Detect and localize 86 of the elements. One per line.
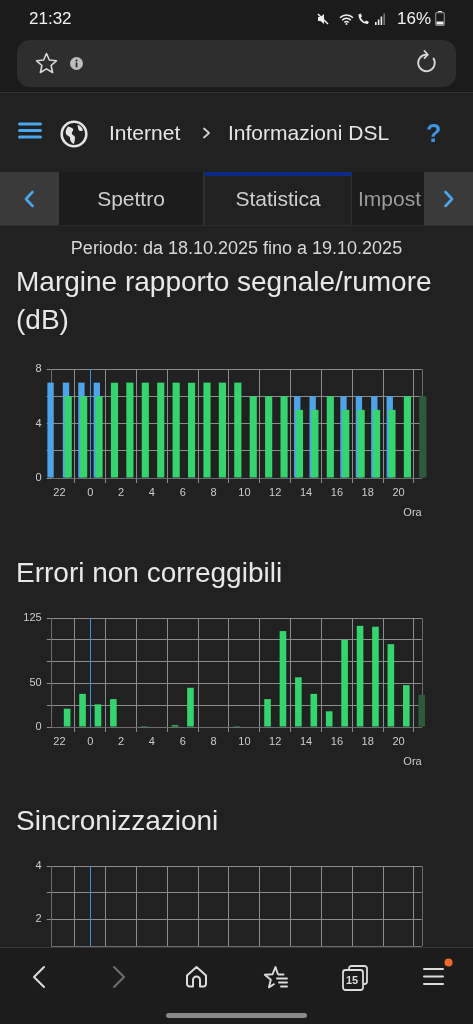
bar bbox=[372, 409, 381, 478]
bar bbox=[418, 694, 426, 727]
bar bbox=[172, 382, 180, 478]
bar bbox=[203, 382, 211, 478]
text: 21:32 bbox=[29, 9, 72, 29]
x-tick-label: 12 bbox=[269, 734, 282, 747]
bar bbox=[110, 382, 119, 478]
x-axis-title: Ora bbox=[403, 506, 423, 519]
bar bbox=[310, 693, 318, 727]
x-tick-label: 12 bbox=[269, 485, 282, 498]
bar bbox=[64, 396, 72, 478]
x-tick-label: 2 bbox=[118, 734, 125, 747]
x-tick-label: 10 bbox=[238, 485, 251, 498]
bar bbox=[326, 396, 334, 478]
bar bbox=[419, 396, 427, 478]
x-tick-label: 8 bbox=[210, 734, 217, 747]
x-tick-label: 18 bbox=[361, 485, 374, 498]
bar bbox=[218, 382, 226, 478]
bar bbox=[311, 409, 319, 478]
bar bbox=[47, 382, 54, 478]
bar bbox=[356, 625, 364, 727]
y-tick-label: 2 bbox=[35, 912, 42, 925]
bar bbox=[341, 639, 348, 727]
text: 15 bbox=[346, 974, 359, 986]
x-tick-label: 22 bbox=[53, 485, 66, 498]
bar bbox=[63, 708, 71, 727]
bar bbox=[403, 396, 411, 478]
bar bbox=[95, 396, 103, 478]
bar bbox=[79, 693, 86, 727]
y-tick-label: 50 bbox=[29, 676, 42, 689]
bar bbox=[249, 396, 257, 478]
x-tick-label: 6 bbox=[179, 485, 186, 498]
y-tick-label: 8 bbox=[35, 362, 42, 375]
bar bbox=[234, 382, 242, 478]
x-tick-label: 14 bbox=[299, 485, 313, 498]
text: Periodo: da 18.10.2025 fino a 19.10.2025 bbox=[70, 237, 403, 259]
bar bbox=[264, 699, 271, 727]
x-tick-label: 4 bbox=[148, 734, 155, 747]
bar bbox=[357, 409, 365, 478]
selected-tab: Statistica bbox=[204, 172, 352, 225]
x-tick-label: 20 bbox=[392, 485, 405, 498]
bar bbox=[141, 382, 149, 478]
y-tick-label: 125 bbox=[23, 611, 42, 624]
bar bbox=[325, 711, 333, 727]
bar bbox=[402, 685, 410, 727]
x-tick-label: 6 bbox=[179, 734, 186, 747]
bar bbox=[110, 699, 117, 727]
bar bbox=[280, 396, 288, 478]
bar bbox=[265, 396, 273, 478]
x-axis-title: Ora bbox=[403, 755, 423, 768]
chart-title: Errori non correggibili bbox=[16, 556, 283, 590]
text: Internet bbox=[109, 120, 181, 145]
bar bbox=[187, 382, 196, 478]
bar bbox=[295, 677, 302, 727]
x-tick-label: 0 bbox=[87, 734, 94, 747]
bar bbox=[80, 396, 88, 478]
x-tick-label: 4 bbox=[148, 485, 155, 498]
bar bbox=[187, 687, 194, 727]
bar bbox=[388, 409, 396, 478]
y-tick-label: 0 bbox=[35, 720, 42, 733]
x-tick-label: 22 bbox=[53, 734, 66, 747]
bar bbox=[279, 631, 287, 727]
y-tick-label: 0 bbox=[35, 471, 42, 484]
bar bbox=[342, 409, 350, 478]
y-tick-label: 4 bbox=[35, 859, 42, 872]
bar bbox=[126, 382, 134, 478]
x-tick-label: 2 bbox=[118, 485, 125, 498]
x-tick-label: 16 bbox=[330, 485, 344, 498]
y-tick-label: 4 bbox=[35, 416, 42, 429]
chart-title: Margine rapporto segnale/rumore (dB) bbox=[16, 265, 433, 337]
x-tick-label: 20 bbox=[392, 734, 405, 747]
bar bbox=[372, 626, 379, 727]
bar bbox=[94, 704, 102, 727]
chart-title: Sincronizzazioni bbox=[16, 804, 219, 838]
text: Informazioni DSL bbox=[228, 120, 390, 145]
x-tick-label: 18 bbox=[361, 734, 374, 747]
x-tick-label: 16 bbox=[330, 734, 344, 747]
bar bbox=[387, 644, 395, 727]
x-tick-label: 10 bbox=[238, 734, 251, 747]
x-tick-label: 14 bbox=[299, 734, 313, 747]
bar bbox=[295, 409, 304, 478]
x-tick-label: 0 bbox=[87, 485, 94, 498]
text: ? bbox=[426, 118, 442, 148]
x-tick-label: 8 bbox=[210, 485, 217, 498]
text: 16% bbox=[397, 9, 432, 29]
bar bbox=[157, 382, 165, 478]
